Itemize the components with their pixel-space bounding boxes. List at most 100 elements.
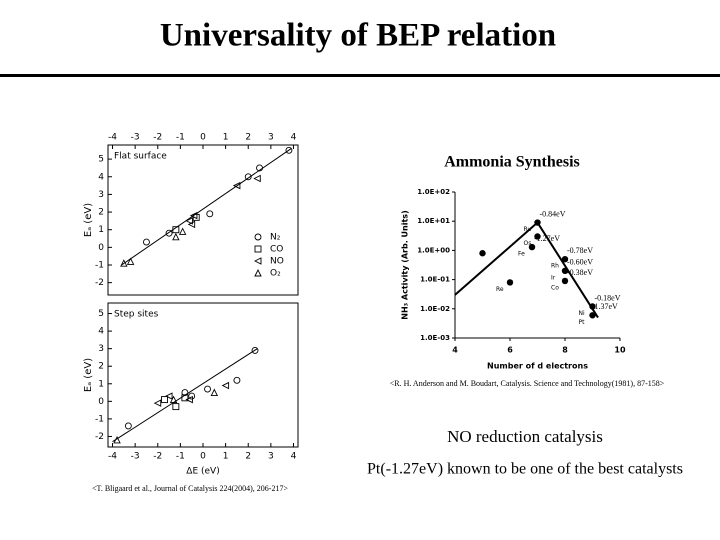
y-tick-label: -2 [95, 432, 104, 442]
data-point [479, 250, 486, 257]
point-label: Pt [579, 319, 586, 326]
marker [169, 395, 178, 404]
title-rule [0, 74, 720, 77]
x-tick-label: 4 [291, 133, 297, 143]
marker [251, 346, 259, 354]
data-point [506, 279, 514, 286]
data-point [589, 303, 596, 310]
x-tick-label: 10 [614, 346, 626, 355]
legend-label: O₂ [270, 269, 281, 279]
marker [178, 227, 187, 235]
y-tick-label: 3 [98, 190, 104, 200]
marker [113, 435, 121, 444]
marker [192, 213, 200, 221]
point-label: Rh [551, 263, 559, 270]
slide-title: Universality of BEP relation [160, 18, 556, 54]
y-tick-label: 1 [98, 225, 104, 235]
data-point [534, 233, 541, 240]
y-tick-label: 0 [98, 397, 104, 407]
marker [153, 399, 162, 407]
legend-marker [253, 257, 262, 265]
y-tick-label: 2 [98, 362, 104, 372]
data-point [561, 255, 569, 263]
y-tick-label: 1.0E+01 [417, 217, 450, 225]
legend-marker [254, 233, 262, 241]
marker [172, 226, 180, 234]
y-tick-label: -2 [95, 278, 104, 288]
x-tick-label: -1 [176, 452, 185, 462]
x-axis-label: ΔE (eV) [186, 467, 219, 477]
marker [165, 229, 173, 237]
citation: <R. H. Anderson and M. Boudart, Catalysi… [390, 379, 665, 388]
y-axis-label: Eₐ (eV) [83, 358, 94, 392]
x-tick-label: -2 [153, 133, 162, 143]
y-tick-label: 1.0E-03 [420, 334, 450, 342]
point-label: Ni [579, 310, 585, 317]
body-text: Pt(-1.27eV) known to be one of the best … [367, 461, 683, 478]
marker [206, 210, 214, 218]
marker [161, 396, 168, 404]
x-tick-label: 8 [562, 346, 568, 355]
energy-label: -0.84eV [540, 209, 566, 218]
citation: <T. Bligaard et al., Journal of Catalysi… [92, 484, 288, 493]
marker [221, 381, 230, 390]
y-tick-label: 3 [98, 344, 104, 354]
marker [126, 257, 135, 265]
data-point [589, 312, 596, 319]
y-tick-label: 1.0E-01 [420, 276, 450, 284]
point-label: Ir [551, 274, 556, 281]
y-tick-label: 2 [98, 208, 104, 218]
y-tick-label: 0 [98, 243, 104, 253]
marker [187, 220, 196, 229]
data-point [534, 219, 541, 226]
y-tick-label: 1 [98, 379, 104, 389]
y-axis-label: NH₃ Activity (Arb. Units) [401, 210, 410, 319]
marker [189, 211, 198, 220]
section-heading: NO reduction catalysis [447, 427, 603, 446]
energy-label: -0.38eV [567, 268, 593, 277]
y-tick-label: -1 [95, 261, 104, 271]
marker [210, 388, 219, 397]
y-tick-label: 4 [98, 327, 104, 337]
legend-label: NO [270, 257, 284, 267]
data-point [528, 243, 536, 251]
marker [143, 238, 150, 246]
y-tick-label: 1.0E-02 [420, 305, 450, 313]
legend-label: N₂ [270, 233, 281, 243]
x-tick-label: 3 [268, 133, 274, 143]
marker [244, 173, 252, 181]
y-tick-label: -1 [95, 414, 104, 424]
x-axis-label: Number of d electrons [487, 362, 588, 371]
marker [165, 392, 173, 400]
marker [188, 392, 196, 400]
energy-label: -1.27eV [534, 234, 560, 243]
marker [172, 403, 180, 411]
marker [181, 394, 189, 402]
data-point [561, 267, 569, 275]
x-tick-label: -4 [108, 452, 117, 462]
legend-marker [254, 268, 262, 277]
point-label: Os [524, 240, 532, 247]
marker [124, 422, 132, 430]
x-tick-label: 6 [507, 346, 513, 355]
energy-label: -0.78eV [567, 246, 593, 255]
marker [256, 164, 263, 172]
marker [172, 232, 180, 241]
energy-label: -0.60eV [567, 258, 593, 267]
fit-line [121, 148, 292, 266]
x-tick-label: -3 [131, 452, 140, 462]
x-tick-label: -1 [176, 133, 185, 143]
legend-label: CO [270, 245, 283, 255]
point-label: Ru [524, 226, 532, 233]
y-tick-label: 5 [98, 155, 104, 165]
marker [204, 385, 211, 393]
point-label: Re [496, 286, 504, 293]
x-tick-label: 4 [452, 346, 458, 355]
marker [233, 376, 241, 384]
x-tick-label: 0 [200, 133, 206, 143]
energy-label: 1.37eV [595, 302, 619, 311]
x-tick-label: 1 [223, 452, 229, 462]
marker [185, 395, 193, 404]
x-tick-label: 0 [200, 452, 206, 462]
